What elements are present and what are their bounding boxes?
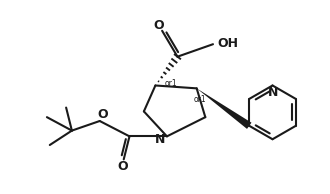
- Text: OH: OH: [218, 37, 239, 50]
- Text: or1: or1: [193, 95, 206, 104]
- Text: N: N: [268, 86, 279, 99]
- Text: O: O: [97, 108, 108, 121]
- Polygon shape: [197, 88, 251, 129]
- Text: O: O: [153, 19, 164, 32]
- Text: or1: or1: [164, 79, 177, 88]
- Text: O: O: [117, 160, 128, 173]
- Text: N: N: [155, 133, 165, 146]
